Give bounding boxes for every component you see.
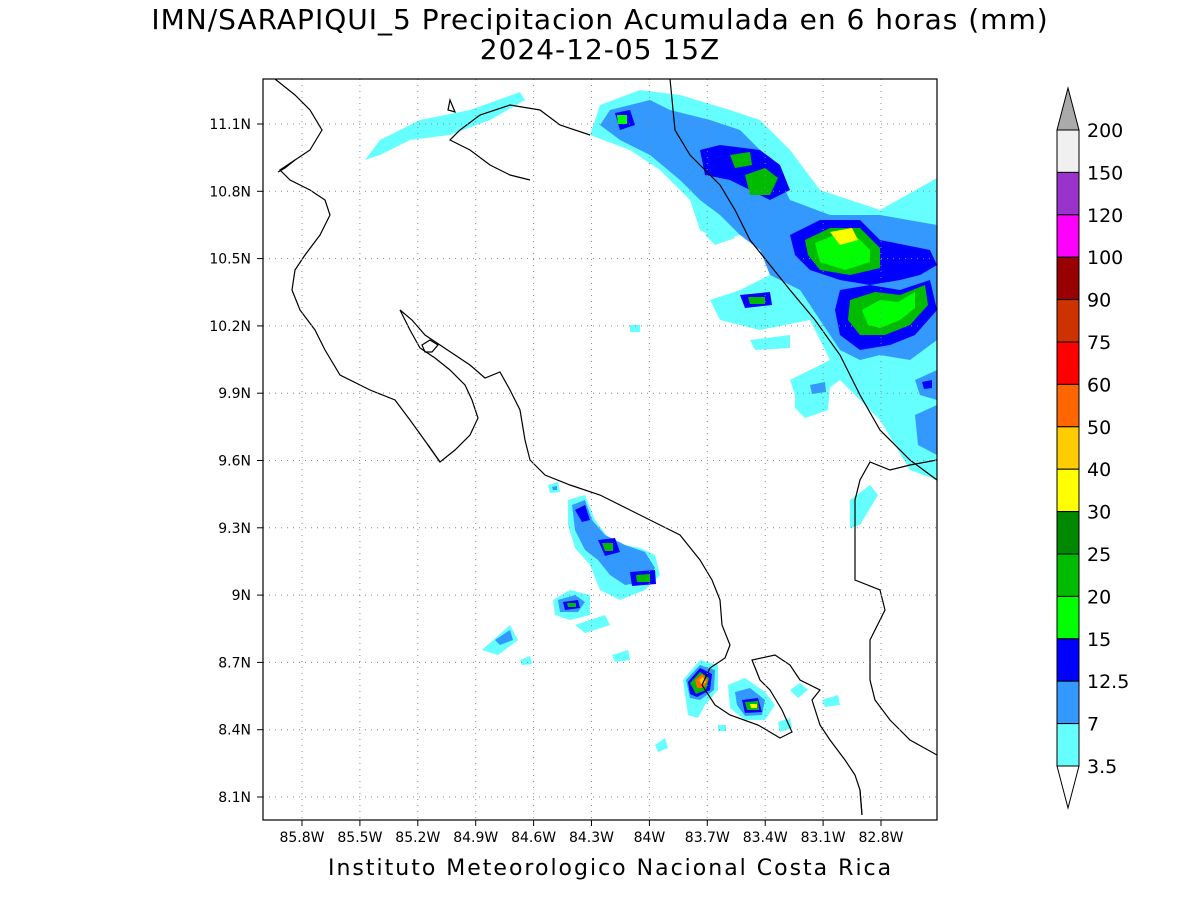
colorbar-label: 40 bbox=[1087, 459, 1111, 481]
colorbar-swatch bbox=[1056, 638, 1080, 682]
lat-label: 8.1N bbox=[218, 790, 251, 806]
lon-label: 84W bbox=[634, 830, 666, 846]
colorbar-swatch bbox=[1056, 214, 1080, 258]
precip-area-central bbox=[482, 482, 660, 665]
colorbar-swatch bbox=[1056, 723, 1080, 767]
colorbar-label: 25 bbox=[1087, 544, 1111, 566]
map-datetime: 2024-12-05 15Z bbox=[479, 33, 721, 66]
credit-footer: Instituto Meteorologico Nacional Costa R… bbox=[328, 856, 894, 881]
colorbar-swatch bbox=[1056, 680, 1080, 725]
colorbar-swatch bbox=[1056, 383, 1080, 428]
map-title: IMN/SARAPIQUI_5 Precipitacion Acumulada … bbox=[151, 3, 1049, 36]
colorbar-bottom-arrow bbox=[1056, 765, 1080, 810]
colorbar-swatch bbox=[1056, 426, 1080, 470]
colorbar-swatch bbox=[1056, 595, 1080, 640]
colorbar-swatch bbox=[1056, 299, 1080, 343]
lon-label: 83.7W bbox=[685, 830, 730, 846]
colorbar-label: 15 bbox=[1087, 629, 1111, 651]
colorbar-swatch bbox=[1056, 129, 1080, 173]
colorbar-label: 150 bbox=[1087, 162, 1123, 184]
map-frame bbox=[262, 78, 938, 821]
colorbar-swatch bbox=[1056, 171, 1080, 216]
colorbar-swatch bbox=[1056, 553, 1080, 597]
colorbar-label: 7 bbox=[1087, 714, 1099, 736]
precip-area-northwest bbox=[365, 92, 525, 160]
lat-label: 10.5N bbox=[209, 252, 251, 268]
coastlines bbox=[274, 79, 937, 816]
lat-label: 9.9N bbox=[218, 386, 251, 402]
colorbar-label: 3.5 bbox=[1087, 756, 1117, 778]
lon-label: 84.9W bbox=[453, 830, 498, 846]
lat-label: 8.4N bbox=[218, 723, 251, 739]
lon-label: 84.3W bbox=[569, 830, 614, 846]
colorbar-swatch bbox=[1056, 256, 1080, 301]
precipitation-colorbar: 200 150 120 100 90 75 60 50 40 30 25 20 15 12.5 7 3.5 bbox=[1056, 86, 1129, 810]
lon-label: 84.6W bbox=[511, 830, 556, 846]
colorbar-label: 75 bbox=[1087, 332, 1111, 354]
lon-label: 82.8W bbox=[858, 830, 903, 846]
colorbar-label: 50 bbox=[1087, 417, 1111, 439]
colorbar-label: 200 bbox=[1087, 120, 1123, 142]
colorbar-swatch bbox=[1056, 468, 1080, 513]
lat-label: 9N bbox=[232, 588, 251, 604]
lat-label: 10.8N bbox=[209, 184, 251, 200]
colorbar-label: 100 bbox=[1087, 247, 1123, 269]
colorbar-label: 120 bbox=[1087, 205, 1123, 227]
lat-label: 9.6N bbox=[218, 454, 251, 470]
colorbar-label: 90 bbox=[1087, 290, 1111, 312]
colorbar-label: 12.5 bbox=[1087, 671, 1129, 693]
lon-label: 85.8W bbox=[279, 830, 324, 846]
lat-label: 10.2N bbox=[209, 319, 251, 335]
colorbar-swatch bbox=[1056, 511, 1080, 555]
colorbar-swatch bbox=[1056, 341, 1080, 385]
lat-label: 9.3N bbox=[218, 521, 251, 537]
longitude-labels: 85.8W 85.5W 85.2W 84.9W 84.6W 84.3W 84W 83.7W 83… bbox=[279, 820, 904, 846]
precip-area-north-caribbean bbox=[590, 90, 937, 480]
colorbar-top-arrow bbox=[1056, 86, 1080, 131]
precipitation-fields bbox=[365, 90, 937, 752]
lon-label: 83.4W bbox=[743, 830, 788, 846]
colorbar-label: 60 bbox=[1087, 374, 1111, 396]
lon-label: 85.5W bbox=[337, 830, 382, 846]
precip-area-south-pacific bbox=[655, 660, 840, 752]
lat-label: 8.7N bbox=[218, 655, 251, 671]
lon-label: 83.1W bbox=[801, 830, 846, 846]
lat-label: 11.1N bbox=[209, 117, 251, 133]
lon-label: 85.2W bbox=[395, 830, 440, 846]
colorbar-label: 30 bbox=[1087, 502, 1111, 524]
latitude-labels: 11.1N 10.8N 10.5N 10.2N 9.9N 9.6N 9.3N 9N 8.7N 8.… bbox=[209, 117, 263, 806]
graticule bbox=[263, 79, 937, 820]
colorbar-label: 20 bbox=[1087, 586, 1111, 608]
